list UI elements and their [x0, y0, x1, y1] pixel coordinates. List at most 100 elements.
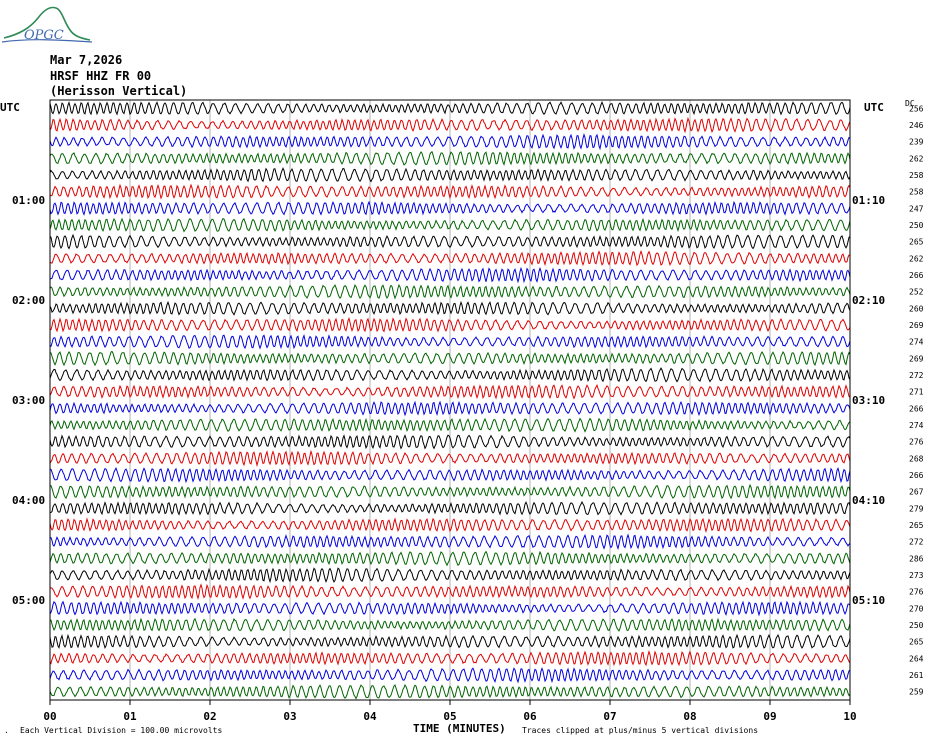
trace-line [49, 333, 851, 350]
dc-offset-label: 273 [909, 571, 924, 580]
xaxis-title: TIME (MINUTES) [413, 722, 506, 735]
dc-offset-label: 250 [909, 621, 924, 630]
trace-line [50, 466, 851, 484]
dc-offset-label: 266 [909, 271, 924, 280]
dc-offset-label: 274 [909, 338, 924, 347]
scale-note: Each Vertical Division = 100.00 microvol… [20, 726, 222, 735]
trace-line [49, 233, 851, 250]
dc-offset-label: 258 [909, 188, 924, 197]
dc-offset-label: 261 [909, 671, 924, 680]
plot-header: Mar 7,2026 HRSF HHZ FR 00 (Herisson Vert… [50, 53, 187, 100]
dc-offset-label: 270 [909, 604, 924, 613]
trace-line [49, 684, 851, 700]
dc-offset-label: 260 [909, 304, 924, 313]
dc-offset-label: 269 [909, 354, 924, 363]
trace-line [49, 434, 851, 450]
trace-line [49, 400, 851, 417]
x-tick-label: 00 [43, 710, 56, 723]
dc-offset-label: 272 [909, 371, 924, 380]
trace-line [49, 316, 851, 333]
logo-mountain-outline [3, 6, 91, 41]
dc-offset-label: 267 [909, 488, 924, 497]
trace-line [49, 283, 851, 300]
trace-line [49, 617, 851, 632]
trace-line [49, 483, 851, 500]
corner-mark: . [4, 726, 9, 735]
x-tick-label: 10 [843, 710, 856, 723]
trace-line [49, 517, 851, 533]
trace-line [49, 550, 851, 567]
dc-offset-label: 252 [909, 288, 924, 297]
left-time-label: 02:00 [12, 294, 45, 307]
dc-offset-label: 256 [909, 104, 924, 113]
right-time-label: 05:10 [852, 594, 885, 607]
trace-line [49, 350, 851, 367]
trace-line [49, 533, 851, 551]
dc-offset-label: 268 [909, 454, 924, 463]
left-time-label: 03:00 [12, 394, 45, 407]
right-time-label: 03:10 [852, 394, 885, 407]
dc-offset-label: 262 [909, 154, 924, 163]
dc-offset-label: 265 [909, 638, 924, 647]
trace-line [49, 583, 851, 600]
minute-grid [49, 100, 851, 705]
trace-line [49, 649, 851, 667]
trace-line [49, 116, 851, 134]
x-tick-label: 04 [363, 710, 377, 723]
logo-text: OPGC [24, 28, 64, 43]
right-time-label: 01:10 [852, 194, 885, 207]
left-time-label: 05:00 [12, 594, 45, 607]
dc-offset-label: 259 [909, 688, 924, 697]
dc-offset-label: 266 [909, 471, 924, 480]
x-tick-label: 09 [763, 710, 776, 723]
x-tick-label: 08 [683, 710, 696, 723]
date-label: Mar 7,2026 [50, 53, 123, 67]
trace-line [49, 667, 851, 684]
plot-frame [49, 99, 851, 701]
left-time-label: 04:00 [12, 494, 45, 507]
dc-title: DC [905, 99, 915, 108]
x-tick-label: 05 [443, 710, 456, 723]
dc-offset-label: 258 [909, 171, 924, 180]
dc-offset-label: 274 [909, 421, 924, 430]
x-tick-label: 03 [283, 710, 296, 723]
trace-line [49, 133, 851, 151]
dc-offset-label: 272 [909, 538, 924, 547]
trace-line [49, 167, 851, 183]
dc-offset-label: 247 [909, 204, 924, 213]
trace-line [49, 151, 851, 167]
right-utc-title: UTC [864, 101, 884, 114]
trace-line [49, 183, 851, 200]
trace-line [49, 417, 851, 433]
left-time-label: 01:00 [12, 194, 45, 207]
dc-offset-label: 269 [909, 321, 924, 330]
dc-offset-label: 250 [909, 221, 924, 230]
site-label: (Herisson Vertical) [50, 84, 188, 98]
dc-offset-label: 265 [909, 521, 924, 530]
dc-offset-label: 276 [909, 438, 924, 447]
x-tick-label: 07 [603, 710, 616, 723]
trace-line [49, 367, 851, 383]
dc-offset-label: 279 [909, 504, 924, 513]
dc-offset-label: 246 [909, 121, 924, 130]
seismic-traces [49, 100, 851, 700]
trace-line [49, 383, 851, 400]
dc-offset-label: 264 [909, 654, 924, 663]
trace-line [49, 100, 851, 116]
trace-line [49, 200, 851, 216]
trace-line [49, 600, 851, 617]
station-label: HRSF HHZ FR 00 [50, 68, 152, 83]
dc-offset-label: 266 [909, 404, 924, 413]
opgc-logo: OPGC [1, 6, 93, 43]
trace-line [49, 567, 851, 584]
dc-offset-label: 265 [909, 238, 924, 247]
x-tick-label: 01 [123, 710, 137, 723]
trace-line [49, 217, 851, 233]
clip-note: Traces clipped at plus/minus 5 vertical … [522, 726, 758, 735]
trace-line [49, 266, 851, 284]
dc-offset-label: 286 [909, 554, 924, 563]
dc-offset-label: 239 [909, 138, 924, 147]
right-time-label: 02:10 [852, 294, 885, 307]
left-utc-title: UTC [0, 101, 20, 114]
